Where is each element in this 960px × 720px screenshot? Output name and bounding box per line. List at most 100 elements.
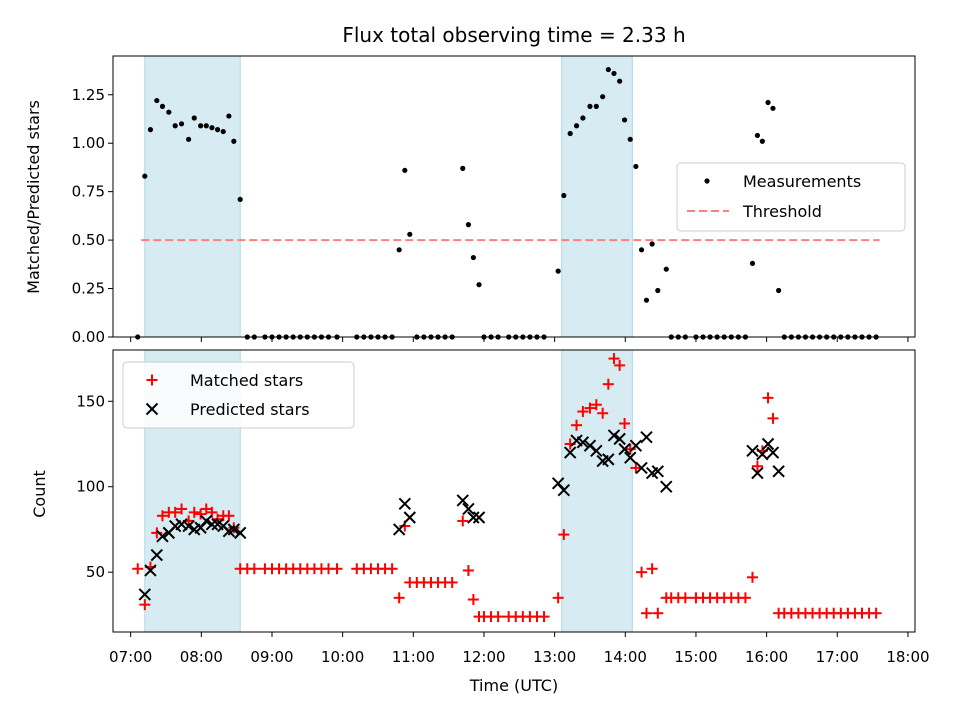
predicted-star-point: [472, 511, 486, 524]
predicted-star-mark-b: [392, 523, 406, 536]
matched-star-point: [746, 571, 758, 583]
measurement-point: [209, 125, 215, 131]
measurement-point: [605, 66, 611, 73]
matched-star-point: [457, 515, 469, 527]
top-shaded-interval: [144, 55, 241, 338]
measurement-point: [214, 127, 221, 133]
predicted-star-mark-b: [751, 466, 764, 480]
measurement-point: [649, 241, 655, 247]
matched-star-point: [176, 503, 188, 515]
matched-star-point: [762, 392, 774, 404]
predicted-star-point: [590, 444, 603, 458]
matched-star-point: [739, 592, 751, 604]
measurement-point: [396, 247, 402, 253]
top-plot-frame: [112, 55, 916, 338]
predicted-star-mark-b: [472, 511, 486, 524]
matched-star-point: [751, 460, 763, 472]
measurement-point: [402, 167, 408, 173]
measurement-point: [470, 254, 476, 261]
predicted-star-point: [772, 465, 785, 478]
matched-star-point: [590, 399, 602, 411]
predicted-star-point: [227, 523, 241, 536]
predicted-star-mark-b: [583, 439, 597, 452]
legend-predicted-label: Predicted stars: [190, 400, 310, 419]
matched-star-point: [169, 506, 181, 518]
measurement-point: [154, 97, 160, 104]
predicted-star-mark-b: [205, 518, 219, 531]
x-tick-label: 10:00: [321, 648, 364, 666]
predicted-star-mark-b: [557, 483, 571, 497]
predicted-star-mark-b: [624, 451, 637, 464]
top-shaded-interval: [561, 55, 633, 338]
predicted-star-point: [629, 439, 643, 452]
measurement-point: [627, 136, 633, 142]
predicted-star-mark-b: [651, 465, 665, 478]
measurement-point: [600, 94, 606, 100]
measurement-point: [237, 196, 243, 203]
predicted-star-mark-b: [233, 526, 247, 540]
matched-star-point: [767, 412, 779, 424]
predicted-star-point: [602, 453, 615, 466]
bottom-plot-frame: [112, 349, 916, 633]
predicted-star-mark-b: [635, 461, 648, 475]
legend-measurements-label: Measurements: [743, 172, 861, 191]
top-y-tick-label: 1.00: [72, 134, 105, 152]
predicted-star-mark-b: [756, 448, 769, 461]
measurement-point: [593, 103, 599, 109]
measurement-point: [476, 282, 482, 288]
predicted-star-mark-b: [576, 436, 590, 449]
measurement-point: [178, 121, 185, 127]
measurement-point: [617, 78, 623, 84]
x-tick-label: 13:00: [533, 648, 576, 666]
matched-star-point: [467, 594, 479, 606]
measurement-point: [186, 136, 192, 142]
predicted-star-point: [756, 448, 769, 461]
predicted-star-mark-b: [398, 497, 412, 511]
x-tick-label: 17:00: [816, 648, 859, 666]
predicted-star-point: [761, 437, 775, 451]
predicted-star-mark-b: [462, 502, 475, 516]
matched-star-point: [624, 443, 636, 455]
predicted-star-point: [205, 518, 219, 531]
predicted-star-mark-b: [175, 518, 188, 531]
matched-star-point: [602, 378, 614, 390]
matched-star-point: [679, 592, 691, 604]
predicted-star-point: [751, 466, 764, 480]
top-y-tick-label: 0.00: [72, 328, 105, 346]
predicted-star-point: [392, 523, 406, 536]
predicted-star-point: [607, 429, 621, 442]
measurement-point: [580, 115, 586, 121]
predicted-star-mark-b: [227, 523, 241, 536]
measurement-point: [776, 287, 782, 294]
predicted-star-point: [138, 588, 152, 601]
measurement-point: [633, 163, 639, 170]
x-tick-label: 15:00: [674, 648, 717, 666]
measurement-point: [611, 70, 617, 77]
predicted-star-point: [175, 518, 188, 531]
bottom-y-axis-label: Count: [30, 470, 49, 518]
x-tick-label: 14:00: [604, 648, 647, 666]
matched-star-point: [223, 510, 235, 522]
bottom-legend: [122, 361, 355, 429]
matched-star-point: [870, 607, 882, 619]
matched-star-point: [195, 508, 207, 520]
measurement-point: [220, 128, 226, 135]
legend-predicted-marker-b: [145, 402, 159, 416]
measurement-point: [754, 132, 761, 139]
top-y-axis-label: Matched/Predicted stars: [24, 100, 43, 294]
predicted-star-point: [576, 436, 590, 449]
matched-star-point: [597, 407, 609, 419]
matched-star-point: [139, 599, 151, 611]
bottom-y-tick-label: 100: [76, 478, 105, 496]
measurement-point: [147, 127, 154, 133]
measurement-point: [587, 103, 593, 109]
predicted-star-point: [746, 444, 759, 458]
matched-star-point: [386, 563, 398, 575]
matched-star-point: [200, 503, 212, 515]
matched-star-point: [538, 611, 550, 623]
predicted-star-mark-b: [150, 548, 164, 562]
measurement-point: [172, 123, 178, 129]
measurement-point: [226, 113, 232, 119]
x-tick-label: 08:00: [180, 648, 223, 666]
